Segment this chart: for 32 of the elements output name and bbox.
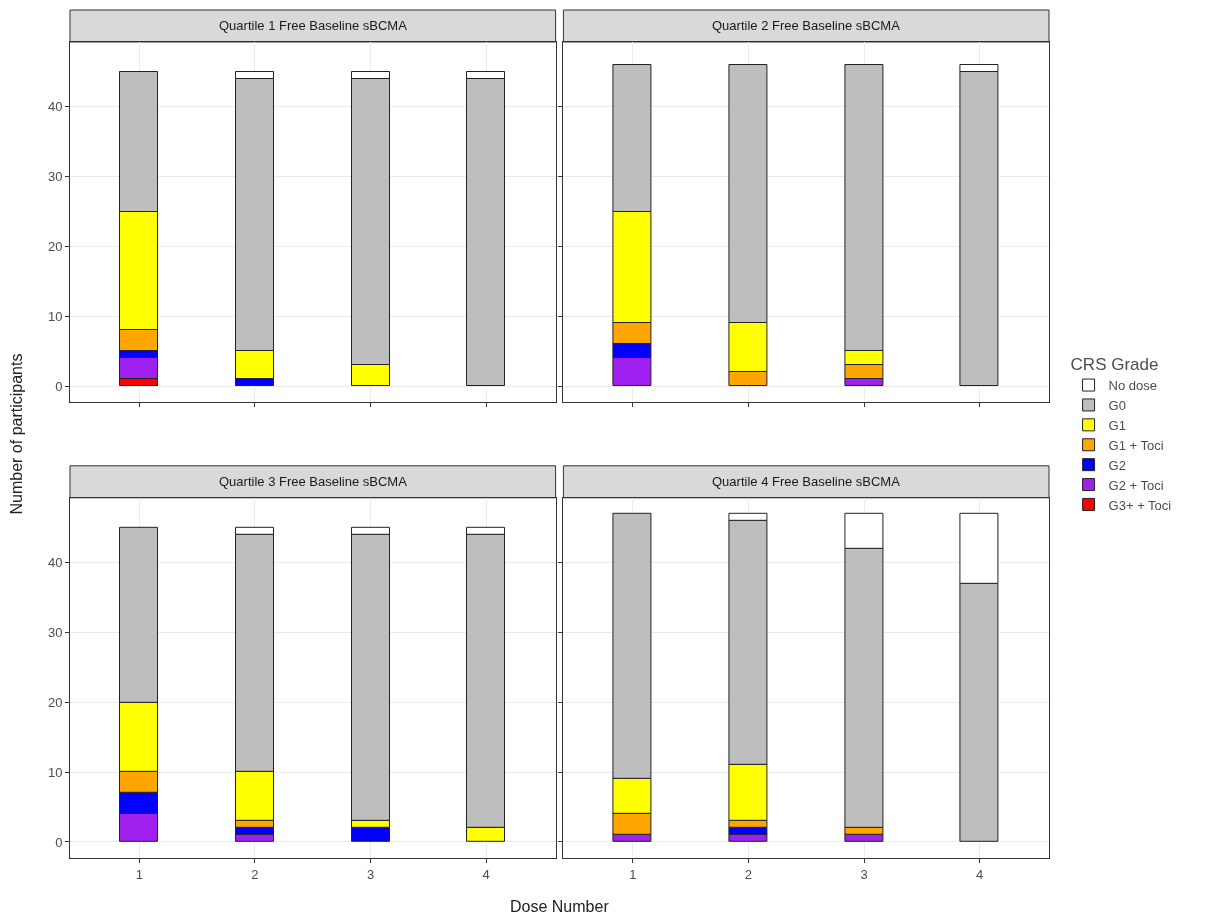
y-tick-label: 30 [47, 169, 63, 185]
y-axis-title: Number of participants [7, 353, 25, 515]
legend-label: G1 + Toci [1108, 437, 1164, 453]
x-tick-label: 2 [251, 866, 259, 882]
y-tick-label: 0 [55, 834, 63, 850]
x-tick-label: 4 [482, 866, 490, 882]
legend-label: G3+ + Toci [1108, 497, 1172, 513]
legend-label: No dose [1108, 378, 1157, 394]
legend-title: CRS Grade [1070, 355, 1159, 375]
x-tick-label: 1 [135, 866, 143, 882]
x-axis-title: Dose Number [510, 898, 610, 915]
legend-label: G2 + Toci [1108, 477, 1164, 493]
chart-title: Quartile 2 Free Baseline sBCMA [712, 18, 901, 33]
chart-title: Quartile 1 Free Baseline sBCMA [219, 18, 408, 33]
legend-label: G2 [1108, 457, 1126, 473]
y-tick-label: 40 [47, 99, 63, 115]
y-tick-label: 20 [47, 694, 63, 710]
legend-label: G1 [1108, 417, 1126, 433]
y-tick-label: 30 [47, 625, 63, 641]
chart-title: Quartile 4 Free Baseline sBCMA [712, 474, 901, 489]
x-tick-label: 3 [860, 866, 868, 882]
y-tick-label: 20 [47, 239, 63, 255]
x-tick-label: 4 [976, 866, 984, 882]
y-tick-label: 0 [55, 378, 63, 394]
y-tick-label: 10 [47, 308, 63, 324]
chart-title: Quartile 3 Free Baseline sBCMA [219, 474, 408, 489]
y-tick-label: 40 [47, 555, 63, 571]
legend-label: G0 [1108, 398, 1126, 414]
x-tick-label: 1 [629, 866, 637, 882]
y-tick-label: 10 [47, 764, 63, 780]
x-tick-label: 3 [366, 866, 375, 882]
x-tick-label: 2 [744, 866, 753, 882]
